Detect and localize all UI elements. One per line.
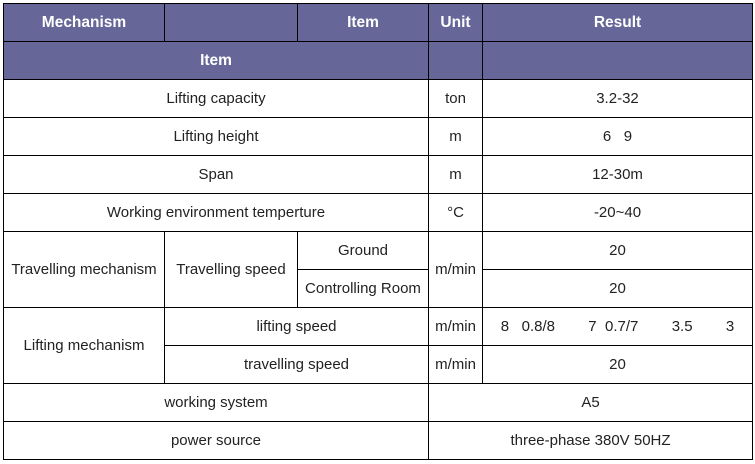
- table-row: Controlling Room 20: [4, 269, 753, 308]
- header-unit: Unit: [428, 3, 483, 42]
- result-cell: 8 0.8/8 7 0.7/7 3.5 3: [482, 307, 753, 346]
- unit-cell: °C: [428, 193, 483, 232]
- item-cell: lifting speed: [164, 307, 429, 346]
- subheader-blank-unit: [428, 41, 483, 80]
- unit-cell: m/min: [428, 231, 483, 308]
- item-cell: Travelling speed: [164, 231, 298, 308]
- table-row: Lifting capacity ton 3.2-32: [3, 79, 753, 118]
- specification-table: Mechanism Item Unit Result Item Lifting …: [3, 3, 753, 460]
- header-mechanism: Mechanism: [3, 3, 165, 42]
- table-row: Working environment temperture °C -20~40: [3, 193, 753, 232]
- result-cell: 20: [482, 269, 753, 308]
- item-cell: Lifting capacity: [3, 79, 429, 118]
- header-blank: [164, 3, 298, 42]
- item-cell: travelling speed: [164, 345, 429, 384]
- result-cell: 20: [482, 345, 753, 384]
- subheader-item: Item: [3, 41, 429, 80]
- item-cell: Working environment temperture: [3, 193, 429, 232]
- header-item: Item: [297, 3, 429, 42]
- table-row: Lifting mechanism lifting speed m/min 8 …: [3, 307, 753, 384]
- result-cell: 20: [482, 231, 753, 270]
- mechanism-cell: Travelling mechanism: [3, 231, 165, 308]
- table-row: travelling speed m/min 20: [4, 345, 753, 384]
- unit-cell: m/min: [428, 307, 483, 346]
- table-row: Span m 12-30m: [3, 155, 753, 194]
- item-cell: Span: [3, 155, 429, 194]
- item-cell: power source: [3, 421, 429, 460]
- result-cell: three-phase 380V 50HZ: [428, 421, 753, 460]
- table-row: Travelling mechanism Travelling speed Gr…: [3, 231, 753, 308]
- result-cell: -20~40: [482, 193, 753, 232]
- mechanism-cell: Lifting mechanism: [3, 307, 165, 384]
- subitem-cell: Ground: [297, 231, 429, 270]
- result-cell: A5: [428, 383, 753, 422]
- result-cell: 12-30m: [482, 155, 753, 194]
- result-cell: 3.2-32: [482, 79, 753, 118]
- unit-cell: m/min: [428, 345, 483, 384]
- item-cell: working system: [3, 383, 429, 422]
- subheader-blank-result: [482, 41, 753, 80]
- header-row: Mechanism Item Unit Result: [3, 3, 753, 42]
- unit-cell: m: [428, 117, 483, 156]
- subheader-row: Item: [3, 41, 753, 80]
- item-cell: Lifting height: [3, 117, 429, 156]
- header-result: Result: [482, 3, 753, 42]
- table-row: Lifting height m 6 9: [3, 117, 753, 156]
- subitem-cell: Controlling Room: [297, 269, 429, 308]
- unit-cell: m: [428, 155, 483, 194]
- table-row: working system A5: [3, 383, 753, 422]
- table-row: power source three-phase 380V 50HZ: [3, 421, 753, 460]
- result-cell: 6 9: [482, 117, 753, 156]
- unit-cell: ton: [428, 79, 483, 118]
